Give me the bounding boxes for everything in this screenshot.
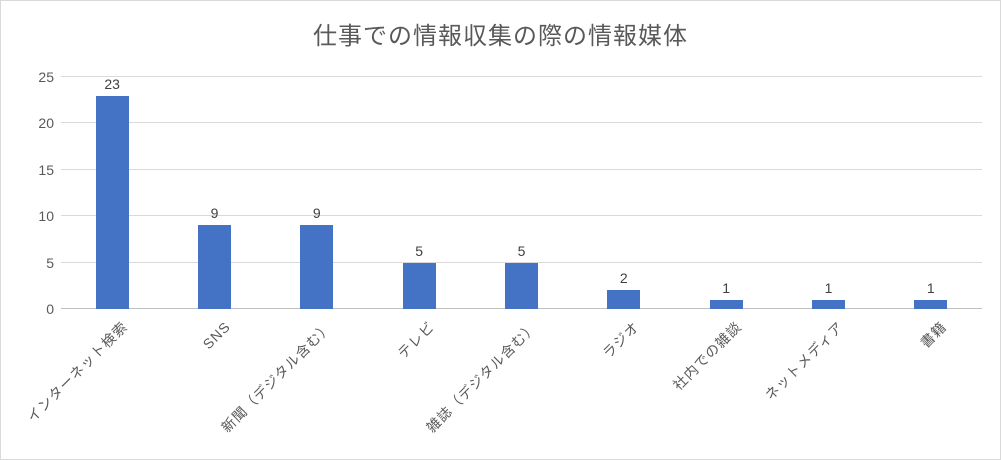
bar <box>300 225 334 309</box>
bar-group: 9 新聞（デジタル含む） <box>218 77 368 435</box>
y-tick-label: 20 <box>38 115 54 132</box>
data-label: 5 <box>517 242 526 259</box>
bar-group: 5 テレビ <box>368 77 470 362</box>
x-axis-category-label: SNS <box>199 318 234 353</box>
x-axis-category-label: テレビ <box>394 318 438 362</box>
bar-group: 1 社内での雑談 <box>670 77 777 394</box>
gridline <box>61 76 982 77</box>
y-tick-label: 0 <box>46 301 54 317</box>
bar <box>709 299 743 309</box>
data-label: 5 <box>415 242 424 259</box>
bar-group: 1 ネットメディア <box>762 77 879 403</box>
bar <box>607 290 641 309</box>
bar-series: 23 インターネット検索 9 SNS 9 新聞（デジタル含む） 5 テレビ 5 雑誌（デジタル含む… <box>24 76 982 436</box>
x-axis-category-label: 社内での雑談 <box>669 318 745 394</box>
bar <box>95 96 129 309</box>
bar-group: 9 SNS <box>163 77 265 352</box>
bar-group: 23 インターネット検索 <box>24 76 163 425</box>
x-axis-category-label: ネットメディア <box>762 318 848 404</box>
y-tick-label: 10 <box>38 208 54 225</box>
y-tick-label: 15 <box>38 161 54 178</box>
x-axis-category-label: 新聞（デジタル含む） <box>218 318 336 436</box>
data-label: 9 <box>210 205 219 222</box>
gridline <box>61 168 982 170</box>
y-axis-tick-labels: 0 5 10 15 20 25 <box>1 70 54 316</box>
x-axis-category-label: 雑誌（デジタル含む） <box>422 318 541 436</box>
data-label: 9 <box>312 205 321 222</box>
bar <box>197 225 231 309</box>
data-label: 1 <box>722 279 731 296</box>
data-label: 2 <box>619 270 628 287</box>
x-axis-category-label: インターネット検索 <box>24 318 131 426</box>
gridline <box>61 261 982 263</box>
bar <box>402 262 436 309</box>
y-tick-label: 5 <box>46 254 54 271</box>
bar <box>811 299 845 309</box>
x-axis-category-label: ラジオ <box>599 318 643 362</box>
bar <box>914 299 948 309</box>
plot-area: 23 インターネット検索 9 SNS 9 新聞（デジタル含む） 5 テレビ 5 雑誌（デジタル含む… <box>24 76 982 436</box>
bar-group: 2 ラジオ <box>573 77 675 361</box>
data-label: 1 <box>926 279 935 296</box>
y-tick-label: 25 <box>38 69 54 85</box>
x-axis-category-label: 書籍 <box>916 318 950 351</box>
data-label: 1 <box>824 279 833 296</box>
data-label: 23 <box>104 76 120 92</box>
bar-group: 1 書籍 <box>880 77 982 351</box>
bar <box>504 262 538 309</box>
gridline <box>61 215 982 217</box>
bar-group: 5 雑誌（デジタル含む） <box>423 77 572 436</box>
gridline <box>61 122 982 124</box>
chart-title: 仕事での情報収集の際の情報媒体 <box>313 23 688 50</box>
